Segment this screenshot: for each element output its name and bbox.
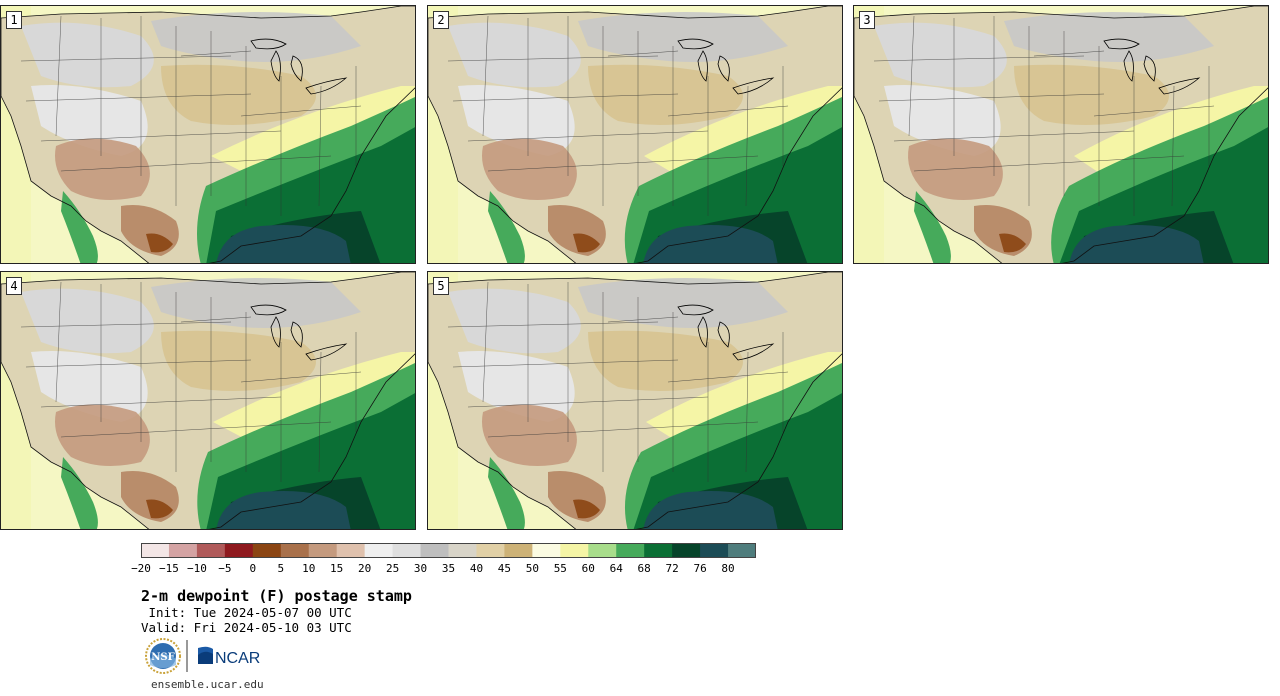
colorbar-tick-label: −20: [131, 562, 151, 575]
map-2: [428, 6, 842, 263]
panel-number: 1: [6, 11, 22, 29]
colorbar-swatch: [588, 543, 617, 558]
colorbar-tick-labels: −20 −15 −10 −5 0 5 10 15 20 25 30 35 40 45 50 55 60 64 68 7…: [0, 562, 1280, 576]
colorbar-swatch: [252, 543, 282, 558]
colorbar-swatch: [476, 543, 505, 558]
colorbar-tick-label: 40: [469, 562, 484, 575]
panel-number: 4: [6, 277, 22, 295]
product-title: 2-m dewpoint (F) postage stamp: [141, 587, 412, 605]
colorbar-tick-label: 20: [358, 562, 372, 575]
map-panel-1: 1: [0, 5, 416, 264]
colorbar-tick-label: −10: [186, 562, 207, 575]
valid-time: Valid: Fri 2024-05-10 03 UTC: [141, 620, 352, 635]
logos: NSF NCAR: [145, 638, 260, 674]
colorbar-swatch: [448, 543, 477, 558]
colorbar-tick-label: 35: [441, 562, 456, 575]
colorbar-tick-label: −5: [218, 562, 232, 575]
colorbar-swatch: [196, 543, 226, 558]
ncar-logo-text: NCAR: [215, 650, 260, 667]
panel-number: 2: [433, 11, 449, 29]
map-4: [1, 272, 415, 529]
ncar-logo-icon: NCAR: [198, 646, 260, 667]
map-panel-2: 2: [427, 5, 843, 264]
colorbar-tick-label: 76: [693, 562, 707, 575]
colorbar-swatch: [168, 543, 198, 558]
colorbar-swatch: [364, 543, 394, 558]
colorbar-swatch: [280, 543, 310, 558]
colorbar-swatch: [560, 543, 589, 558]
colorbar-tick-label: 0: [249, 562, 257, 575]
colorbar: [141, 543, 756, 558]
panel-number: 3: [859, 11, 875, 29]
colorbar-tick-label: 64: [609, 562, 623, 575]
panel-number: 5: [433, 277, 449, 295]
colorbar-tick-label: 10: [302, 562, 316, 575]
colorbar-swatch: [308, 543, 338, 558]
colorbar-swatch: [336, 543, 366, 558]
colorbar-swatch: [224, 543, 254, 558]
nsf-logo-icon: NSF: [145, 638, 181, 674]
map-panel-5: 5: [427, 271, 843, 530]
map-3: [854, 6, 1268, 263]
colorbar-tick-label: 72: [665, 562, 679, 575]
colorbar-tick-label: 60: [581, 562, 595, 575]
colorbar-tick-label: 30: [413, 562, 428, 575]
colorbar-tick-label: 68: [637, 562, 651, 575]
website-url: ensemble.ucar.edu: [151, 678, 264, 691]
map-1: [1, 6, 415, 263]
colorbar-swatch: [644, 543, 673, 558]
colorbar-tick-label: 5: [277, 562, 285, 575]
colorbar-swatch: [616, 543, 645, 558]
colorbar-swatch: [420, 543, 449, 558]
colorbar-tick-label: 55: [553, 562, 567, 575]
colorbar-tick-label: 50: [525, 562, 539, 575]
map-panel-4: 4: [0, 271, 416, 530]
colorbar-tick-label: 25: [385, 562, 400, 575]
colorbar-swatch: [728, 543, 756, 558]
colorbar-swatch: [504, 543, 533, 558]
colorbar-swatch: [672, 543, 701, 558]
colorbar-tick-label: −15: [159, 562, 179, 575]
colorbar-tick-label: 80: [721, 562, 735, 575]
colorbar-swatch: [532, 543, 561, 558]
init-time: Init: Tue 2024-05-07 00 UTC: [141, 605, 352, 620]
map-5: [428, 272, 842, 529]
nsf-logo-text: NSF: [151, 652, 174, 663]
colorbar-swatch: [141, 543, 170, 558]
colorbar-swatch: [700, 543, 729, 558]
colorbar-tick-label: 45: [497, 562, 512, 575]
colorbar-tick-label: 15: [330, 562, 344, 575]
colorbar-swatch: [392, 543, 422, 558]
map-panel-3: 3: [853, 5, 1269, 264]
